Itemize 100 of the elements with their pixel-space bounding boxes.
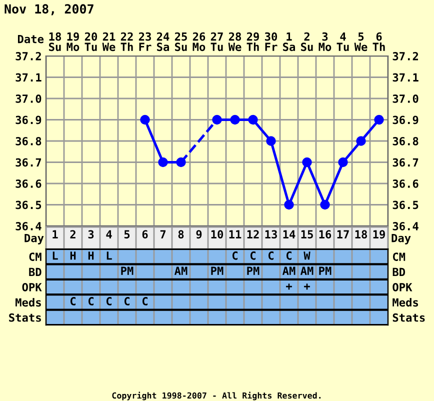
text: PM: [211, 266, 224, 275]
x-tick-label: 13: [265, 230, 277, 239]
y2-tick-label: 37.0: [392, 94, 418, 103]
x-tick-label: 7: [160, 230, 166, 238]
point: [248, 114, 258, 125]
y2-tick-label: 36.8: [392, 136, 418, 146]
text: L: [106, 252, 112, 260]
x-tick-label: 28 We: [228, 32, 242, 52]
text: H: [88, 252, 94, 260]
y2-tick-label: 36.5: [392, 200, 418, 210]
x-tick-label: 18: [355, 230, 367, 239]
text: PM: [121, 266, 134, 275]
y-tick-label: OPK: [22, 282, 42, 292]
text: C: [268, 251, 274, 260]
y2-tick-label: 36.4: [392, 222, 418, 230]
x-tick-label: 4: [106, 230, 112, 238]
y-tick-label: 36.6: [16, 179, 42, 188]
x-tick-label: 10: [211, 230, 224, 239]
text: +: [304, 284, 310, 290]
x-tick-label: 2 Su: [301, 32, 313, 52]
y2-tick-label: BD: [392, 268, 406, 276]
y-tick-label: 36.4: [16, 222, 42, 230]
point: [212, 114, 222, 125]
y-tick-label: BD: [29, 268, 42, 276]
x-tick-label: 26 Mo: [192, 32, 206, 52]
x-tick-label: 9: [196, 230, 202, 239]
text: L: [52, 252, 58, 260]
x-tick-label: 1 Sa: [283, 32, 296, 52]
y-tick-label: 36.9: [16, 116, 42, 124]
y-tick-label: 36.5: [16, 200, 42, 210]
text: +: [286, 284, 292, 290]
x-tick-label: 6 Th: [372, 32, 385, 51]
y-tick-label: 37.2: [16, 52, 41, 60]
point: [158, 157, 168, 168]
point: [356, 136, 366, 146]
text: PM: [319, 266, 332, 275]
text: C: [70, 297, 76, 306]
point: [176, 157, 186, 168]
x-tick-label: 11: [229, 230, 242, 238]
x-tick-label: 21 We: [102, 32, 116, 52]
y2-tick-label: 36.7: [392, 158, 418, 167]
x-tick-label: 4 Tu: [336, 32, 349, 52]
point: [284, 200, 294, 210]
y2-tick-label: Stats: [392, 313, 425, 322]
x-axis-title: Date: [18, 34, 44, 44]
text: Copyright 1998-2007 - All Rights Reserved.: [112, 392, 321, 400]
point: [320, 200, 330, 210]
x-tick-label: 20 Tu: [84, 32, 98, 52]
text: AM: [174, 266, 188, 275]
y-tick-label: 36.8: [16, 136, 42, 146]
text: Day: [392, 234, 411, 244]
text: H: [70, 252, 76, 260]
text: C: [232, 251, 238, 260]
x-tick-label: 16: [319, 230, 332, 239]
x-tick-label: 5: [124, 230, 130, 239]
text: W: [304, 252, 310, 260]
x-tick-label: 14: [283, 230, 296, 238]
x-tick-label: 8: [178, 230, 184, 239]
text: C: [142, 297, 148, 306]
x-tick-label: 23 Fr: [138, 32, 152, 51]
text: AM: [282, 266, 296, 275]
x-tick-label: 19 Mo: [66, 32, 80, 52]
x-tick-label: 6: [142, 230, 148, 239]
point: [266, 136, 276, 146]
y-tick-label: Stats: [9, 313, 41, 322]
y-tick-label: Meds: [16, 298, 41, 307]
chart-title: Nov 18, 2007: [4, 4, 94, 16]
x-tick-label: 19: [373, 230, 385, 239]
y2-tick-label: CM: [392, 252, 406, 261]
x-tick-label: 27 Tu: [210, 32, 223, 52]
point: [230, 114, 240, 125]
text: PM: [247, 266, 260, 275]
x-tick-label: 22 Th: [120, 32, 133, 51]
x-tick-label: 5 We: [354, 32, 368, 52]
text: C: [124, 297, 130, 306]
x-tick-label: 24 Sa: [156, 32, 170, 52]
text: C: [88, 297, 94, 306]
x-tick-label: 12: [247, 230, 259, 238]
x-tick-label: 15: [301, 230, 313, 239]
text: C: [250, 251, 256, 260]
x-tick-label: 3: [88, 230, 94, 239]
x-tick-label: 1: [52, 230, 58, 238]
point: [338, 157, 348, 168]
point: [140, 114, 150, 125]
point: [374, 114, 384, 125]
x-tick-label: 25 Su: [174, 32, 187, 52]
y-tick-label: 37.1: [16, 73, 42, 82]
x-tick-label: 30 Fr: [264, 32, 278, 51]
text: AM: [300, 266, 314, 275]
y2-tick-label: 37.1: [392, 73, 418, 82]
y2-tick-label: 36.9: [392, 116, 418, 124]
x-tick-label: 3 Mo: [318, 32, 332, 52]
y2-tick-label: OPK: [392, 282, 412, 292]
y2-tick-label: Meds: [392, 298, 418, 307]
y-tick-label: 36.7: [16, 158, 41, 167]
y-tick-label: 37.0: [16, 94, 42, 103]
x-tick-label: 2: [70, 230, 76, 238]
text: C: [106, 297, 112, 306]
y2-tick-label: 36.6: [392, 179, 418, 188]
x-tick-label: 18 Su: [49, 32, 61, 52]
